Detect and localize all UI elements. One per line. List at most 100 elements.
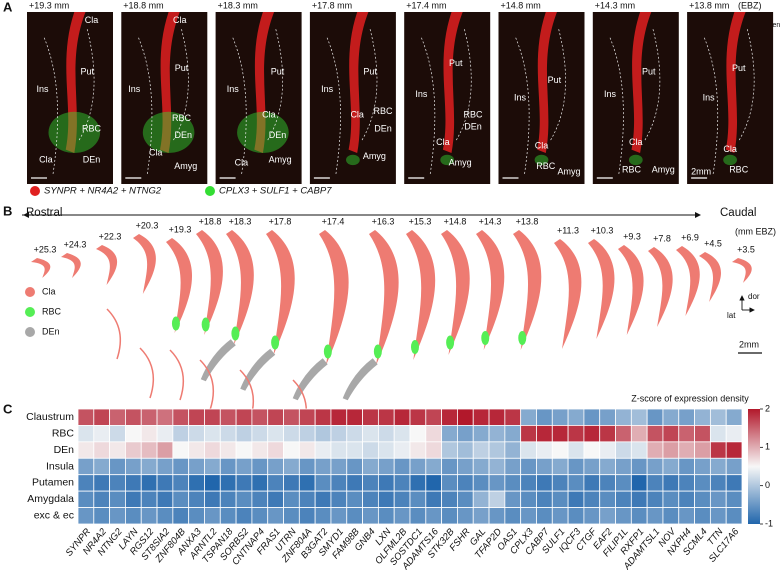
- orient-label: lat: [727, 311, 736, 320]
- heatmap-cell: [678, 441, 695, 459]
- heatmap-cell: [409, 507, 427, 525]
- region-label: Amyg: [174, 161, 197, 171]
- heatmap-cell: [188, 474, 205, 492]
- section-label: +17.8 mm: [312, 0, 352, 10]
- section-label: +3.5: [737, 244, 755, 254]
- heatmap-cell: [615, 457, 632, 476]
- heatmap-cell: [362, 490, 379, 508]
- heatmap-cell: [630, 408, 648, 426]
- heatmap-cell: [725, 441, 743, 459]
- heatmap-cell: [283, 457, 300, 476]
- region-label: Ins: [703, 92, 716, 102]
- heatmap-cell: [188, 408, 205, 426]
- heatmap-cell: [694, 507, 711, 525]
- heatmap-cell: [393, 441, 411, 459]
- heatmap-cell: [662, 474, 680, 492]
- heatmap-cell: [77, 474, 95, 492]
- heatmap-cell: [188, 457, 205, 476]
- heatmap-cell: [599, 474, 616, 492]
- heatmap-cell: [251, 425, 269, 443]
- heatmap-cell: [219, 425, 237, 443]
- amygdala-arc: [199, 359, 215, 411]
- region-label: Amyg: [363, 151, 386, 161]
- red-signal: [631, 12, 652, 154]
- heatmap-cell: [298, 507, 316, 525]
- claustrum-shape: [476, 230, 505, 350]
- den-shape: [342, 358, 378, 401]
- heatmap-cell: [93, 490, 111, 508]
- heatmap-cell: [235, 441, 253, 459]
- heatmap-cell: [615, 490, 632, 508]
- heatmap-cell: [267, 425, 284, 443]
- heatmap-cell: [725, 474, 743, 492]
- den-shape: [240, 348, 276, 391]
- section-label: +18.3 mm: [218, 0, 258, 10]
- heatmap-cell: [330, 474, 348, 492]
- claustrum-shape: [266, 230, 295, 355]
- caudal-label: Caudal: [720, 207, 756, 219]
- heatmap-cell: [504, 408, 522, 426]
- heatmap-cell: [125, 441, 142, 459]
- heatmap-cell: [93, 441, 111, 459]
- section-label: +14.3 mm: [595, 0, 635, 10]
- heatmap-cell: [536, 507, 553, 525]
- heatmap-cell: [709, 474, 727, 492]
- region-label: Amyg: [558, 166, 581, 176]
- rbc-shape: [446, 335, 455, 350]
- region-label: Ins: [514, 92, 527, 102]
- row-label: DEn: [54, 444, 75, 456]
- heatmap-cell: [172, 457, 190, 476]
- amygdala-arc: [106, 308, 122, 360]
- heatmap-cell: [520, 441, 537, 459]
- section-label: +14.8 mm: [501, 0, 541, 10]
- heatmap-cell: [646, 425, 664, 443]
- region-label: RBC: [622, 165, 642, 175]
- green-signal: [723, 154, 737, 166]
- heatmap-cell: [425, 408, 443, 426]
- heatmap-cell: [567, 507, 585, 525]
- heatmap-cell: [156, 457, 174, 476]
- heatmap-cell: [283, 425, 300, 443]
- heatmap-cell: [472, 408, 490, 426]
- region-label: Put: [271, 67, 285, 77]
- heatmap-cell: [219, 474, 237, 492]
- heatmap-cell: [125, 507, 142, 525]
- heatmap-cell: [425, 507, 443, 525]
- heatmap-cell: [362, 441, 379, 459]
- red-signal: [348, 12, 369, 154]
- orient-label: ven: [769, 22, 780, 29]
- heatmap-cell: [583, 441, 601, 459]
- heatmap-cell: [441, 425, 458, 443]
- claustrum-shape: [441, 230, 470, 355]
- heatmap-cell: [520, 474, 537, 492]
- heatmap-cell: [298, 441, 316, 459]
- heatmap-cell: [615, 507, 632, 525]
- heatmap-cell: [662, 425, 680, 443]
- heatmap-cell: [488, 457, 506, 476]
- row-label: Putamen: [32, 477, 74, 489]
- heatmap-cell: [156, 490, 174, 508]
- green-signal: [48, 111, 101, 154]
- region-label: Put: [363, 67, 377, 77]
- heatmap-cell: [251, 507, 269, 525]
- region-label: Cla: [436, 137, 450, 147]
- section-label: +11.3: [557, 225, 579, 235]
- heatmap-cell: [678, 425, 695, 443]
- heatmap-cell: [251, 457, 269, 476]
- claustrum-shape: [618, 245, 644, 335]
- heatmap-cell: [551, 474, 569, 492]
- heatmap-cell: [488, 507, 506, 525]
- heatmap-cell: [93, 425, 111, 443]
- claustrum-shape: [166, 238, 193, 333]
- heatmap-cell: [646, 408, 664, 426]
- region-label: DEn: [83, 154, 101, 164]
- heatmap-cell: [551, 490, 569, 508]
- heatmap-cell: [551, 457, 569, 476]
- section-label: +10.3: [591, 225, 614, 235]
- red-signal: [442, 12, 463, 154]
- legend-swatch: [30, 186, 40, 196]
- heatmap-cell: [314, 507, 332, 525]
- region-label: Put: [175, 63, 189, 73]
- heatmap-cell: [425, 490, 443, 508]
- heatmap-cell: [377, 408, 395, 426]
